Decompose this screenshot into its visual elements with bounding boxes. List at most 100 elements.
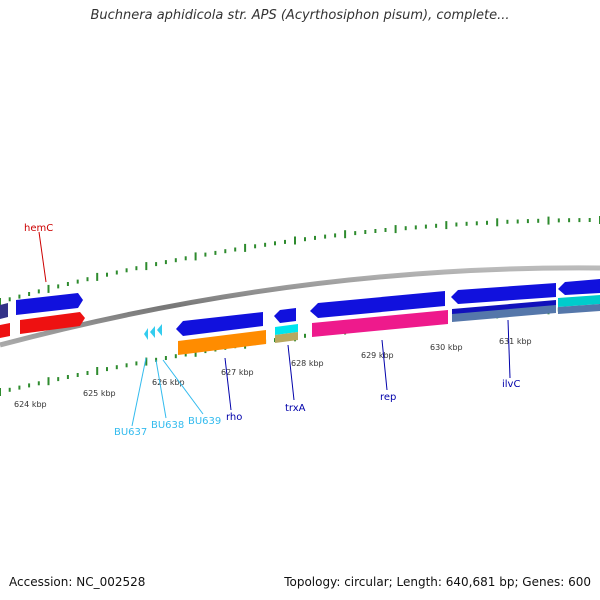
- ruler-tick: [445, 221, 448, 230]
- ruler-tick: [424, 224, 427, 229]
- ruler-tick: [155, 262, 158, 267]
- leader-line: [287, 344, 295, 401]
- tick-label: 626 kbp: [152, 378, 185, 387]
- gene-label-BU639[interactable]: BU639: [188, 416, 221, 427]
- tick-label: 627 kbp: [221, 368, 254, 377]
- length-value: 640,681 bp: [445, 575, 515, 589]
- cds-feature[interactable]: [144, 328, 148, 340]
- ruler-tick: [274, 241, 276, 246]
- gene-label-BU637[interactable]: BU637: [114, 427, 147, 438]
- ruler-tick: [164, 356, 167, 360]
- ruler-tick: [214, 250, 217, 255]
- genes-label: Genes:: [522, 575, 565, 589]
- ruler-tick: [0, 388, 1, 396]
- ruler-tick: [106, 367, 108, 372]
- ruler-tick: [557, 218, 560, 223]
- ruler-tick: [588, 218, 591, 222]
- cds-feature[interactable]: [150, 326, 155, 338]
- ruler-tick: [304, 333, 306, 338]
- leader-line: [381, 339, 388, 391]
- cds-feature[interactable]: [0, 303, 8, 319]
- tick-label: 629 kbp: [361, 351, 394, 360]
- cds-feature[interactable]: [310, 291, 445, 318]
- ruler-tick: [537, 218, 540, 223]
- reverse-features: [144, 279, 600, 355]
- cds-feature[interactable]: [558, 304, 600, 314]
- leader-line: [131, 357, 147, 427]
- gene-label-BU638[interactable]: BU638: [151, 420, 184, 431]
- ruler-tick: [354, 231, 357, 236]
- ruler-tick: [506, 219, 509, 224]
- ruler-tick: [394, 225, 397, 234]
- leader-line: [155, 359, 167, 419]
- ruler-tick: [414, 225, 417, 230]
- ruler-tick: [324, 234, 327, 239]
- ruler-tick: [28, 383, 31, 388]
- ruler-tick: [304, 237, 306, 242]
- cds-feature[interactable]: [178, 330, 266, 355]
- gene-labels: hemC BU637 BU638 BU639 rho trxA rep ilvC: [24, 223, 520, 438]
- cds-feature[interactable]: [451, 283, 556, 304]
- ruler-tick: [86, 371, 89, 375]
- cds-feature[interactable]: [274, 308, 296, 323]
- gene-label-rho[interactable]: rho: [226, 412, 242, 423]
- ruler-tick: [106, 272, 108, 277]
- cds-feature[interactable]: [0, 323, 10, 338]
- ruler-tick: [435, 223, 438, 228]
- ruler-tick: [455, 222, 458, 227]
- topology-label: Topology:: [284, 575, 341, 589]
- cds-feature[interactable]: [16, 293, 83, 315]
- ruler-tick: [254, 244, 257, 249]
- ruler-tick: [18, 294, 21, 299]
- tick-label: 631 kbp: [499, 337, 532, 346]
- leader-line: [224, 357, 232, 411]
- ruler-tick: [314, 235, 316, 240]
- leader-line: [507, 319, 511, 379]
- gene-label-hemC[interactable]: hemC: [24, 223, 53, 234]
- ruler-tick: [66, 282, 69, 286]
- gene-label-ilvC[interactable]: ilvC: [502, 379, 520, 390]
- accession-info: Accession: NC_002528: [9, 575, 145, 589]
- length-label: Length:: [396, 575, 442, 589]
- cds-feature[interactable]: [176, 312, 263, 336]
- cds-feature[interactable]: [157, 324, 162, 336]
- ruler-tick: [194, 252, 197, 261]
- ruler-tick: [125, 363, 128, 368]
- cds-feature[interactable]: [275, 332, 298, 343]
- ruler-tick: [174, 258, 177, 263]
- ruler-tick: [96, 367, 99, 375]
- ruler-tick: [578, 218, 581, 223]
- cds-feature[interactable]: [558, 279, 600, 295]
- ruler-tick: [0, 298, 1, 306]
- ruler-tick: [155, 357, 158, 362]
- gene-label-trxA[interactable]: trxA: [285, 403, 306, 414]
- genes-value: 600: [568, 575, 591, 589]
- cds-feature[interactable]: [20, 312, 85, 334]
- ruler-tick: [8, 297, 11, 302]
- ruler-tick: [57, 377, 60, 382]
- gene-label-rep[interactable]: rep: [380, 392, 396, 403]
- ruler-tick: [334, 233, 337, 238]
- leader-line: [162, 359, 204, 415]
- ruler-tick: [135, 361, 138, 366]
- ruler-tick: [184, 256, 187, 261]
- ruler-tick: [547, 216, 550, 225]
- cds-feature[interactable]: [312, 310, 448, 337]
- ruler-tick: [8, 387, 11, 392]
- ruler-tick: [364, 230, 367, 234]
- ruler-tick: [374, 229, 377, 233]
- ruler-tick: [37, 381, 40, 386]
- ruler-tick: [404, 226, 407, 231]
- tick-label: 628 kbp: [291, 359, 324, 368]
- tick-label: 630 kbp: [430, 343, 463, 352]
- cds-feature[interactable]: [452, 305, 556, 322]
- cds-feature[interactable]: [558, 295, 600, 307]
- tick-label: 624 kbp: [14, 400, 47, 409]
- ruler-tick: [37, 289, 40, 294]
- topology-value: circular: [344, 575, 389, 589]
- ruler-tick: [135, 266, 138, 271]
- ruler-tick: [125, 268, 128, 273]
- leader-line: [38, 231, 47, 283]
- cds-feature[interactable]: [275, 324, 298, 335]
